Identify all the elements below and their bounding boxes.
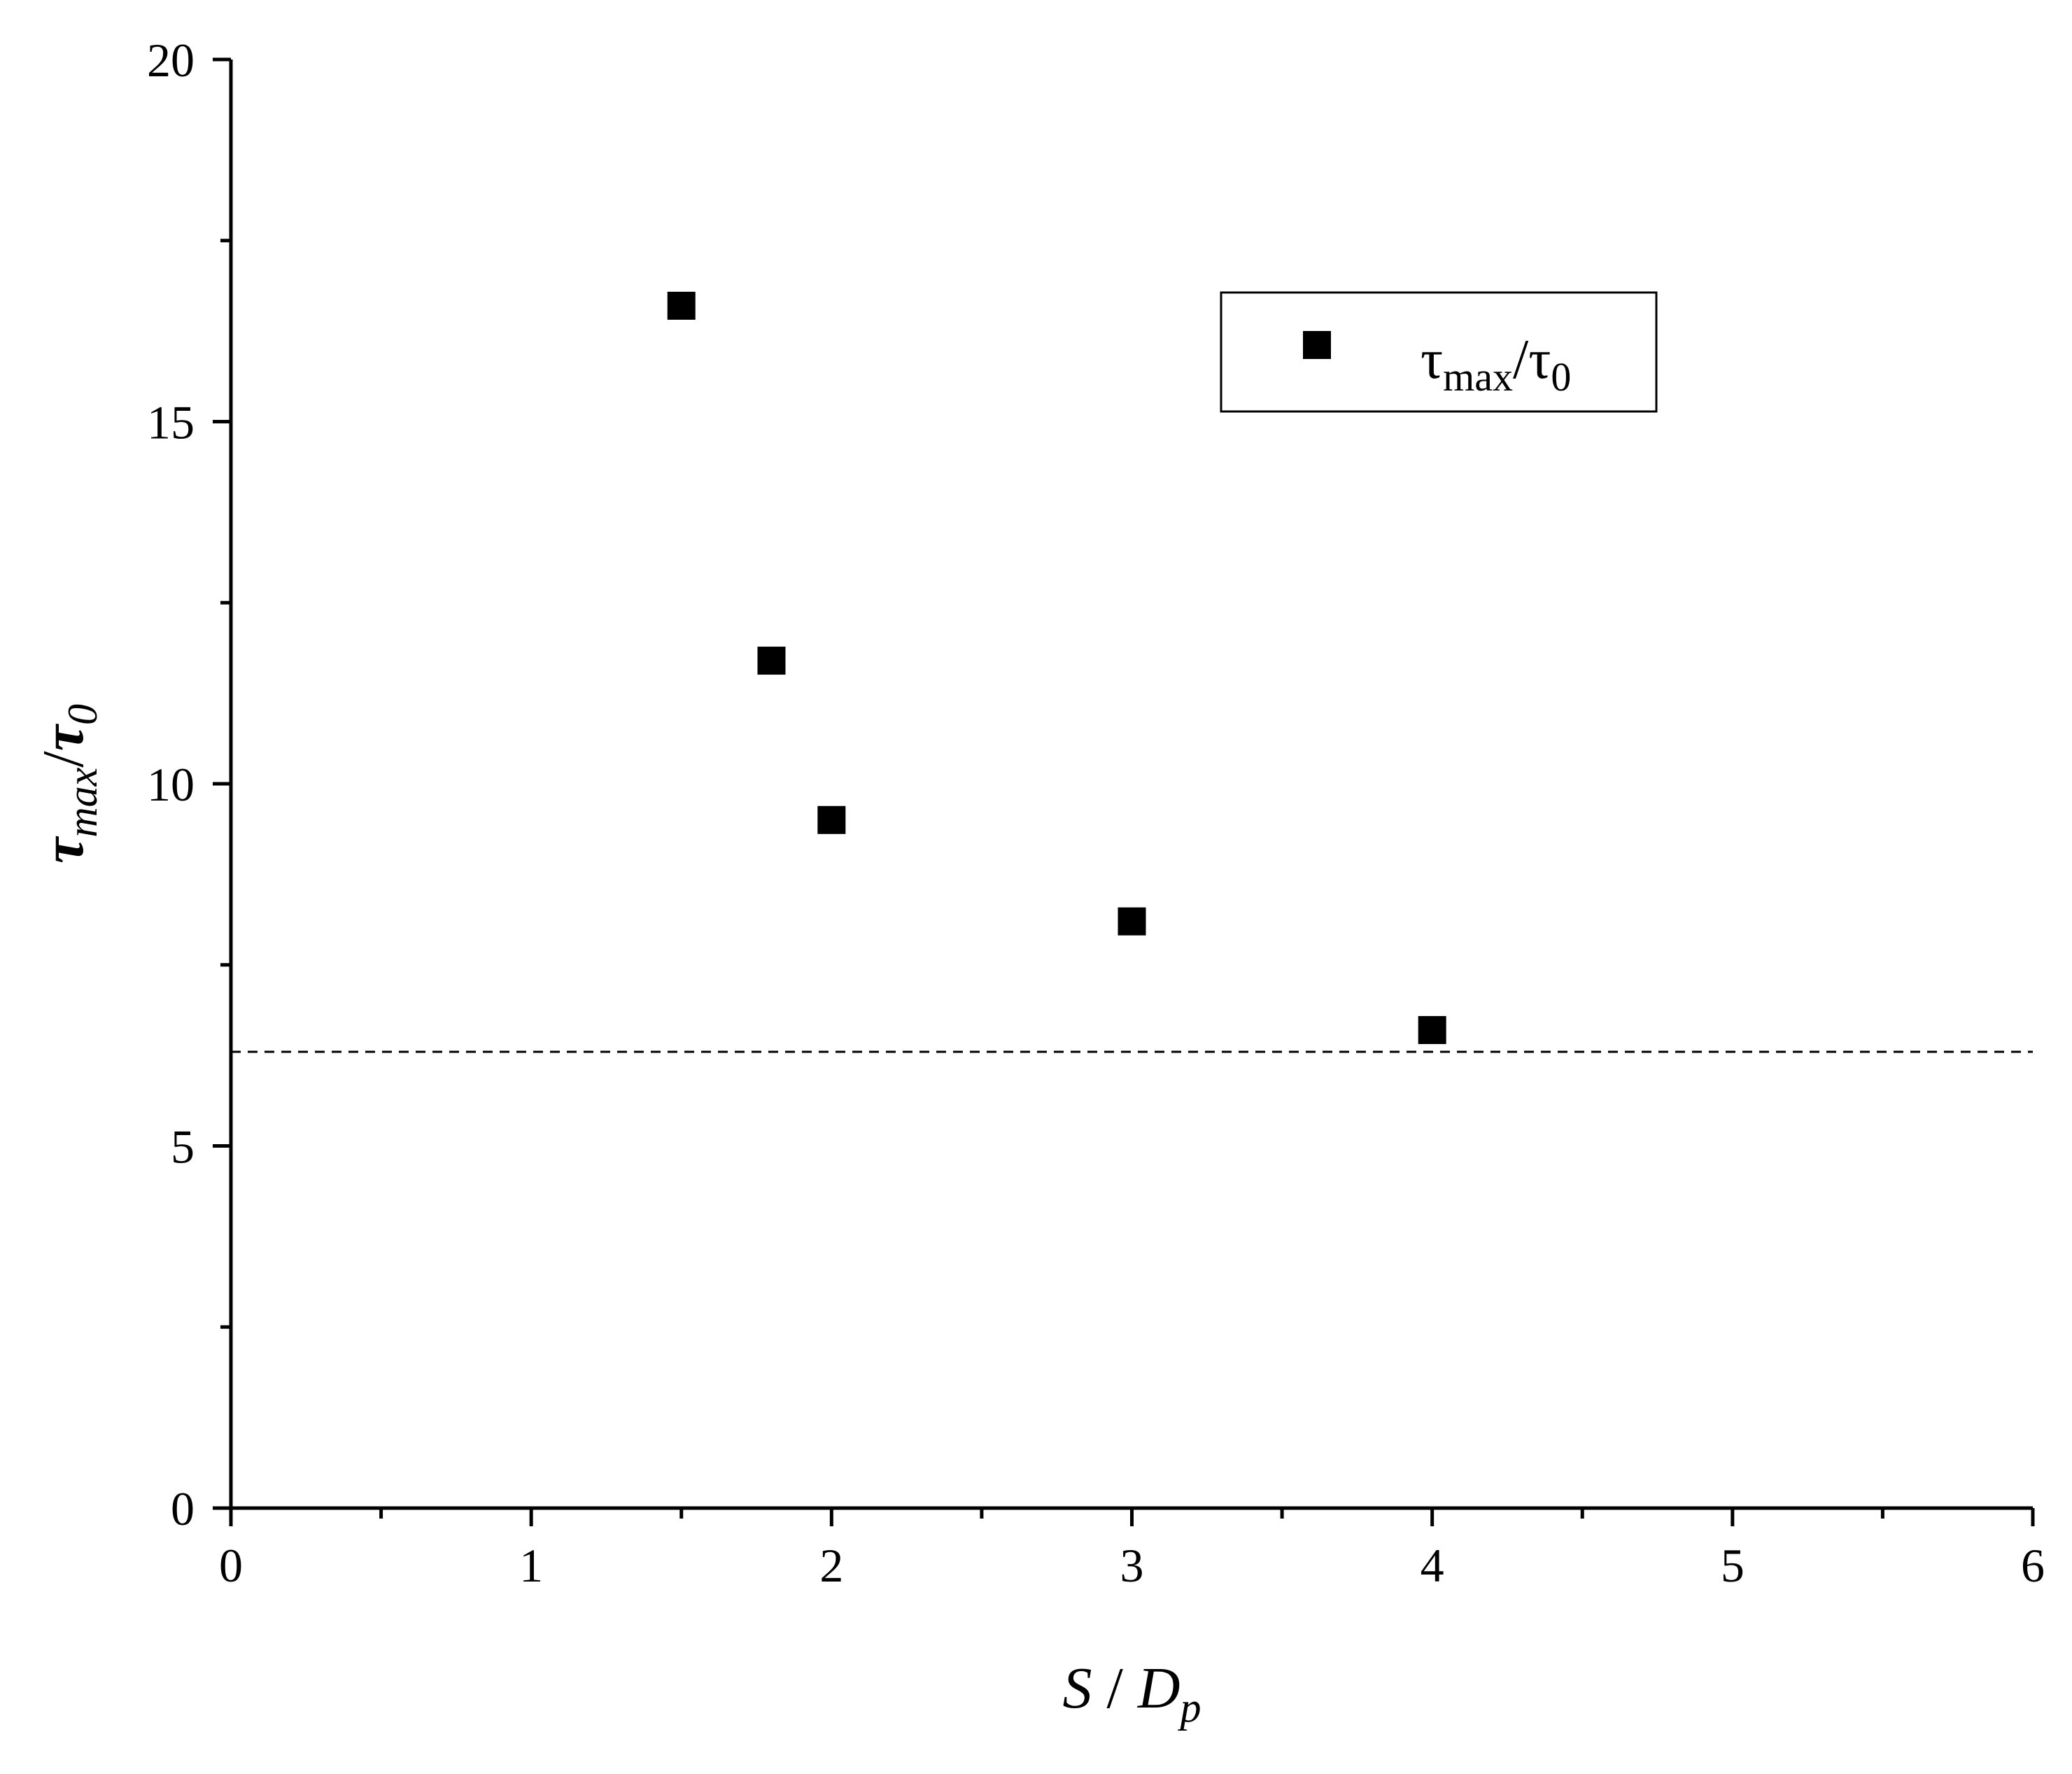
x-tick-label: 4: [1421, 1539, 1444, 1592]
legend-marker: [1303, 331, 1331, 359]
data-point: [1118, 907, 1146, 936]
legend-label: τmax/τ0: [1421, 329, 1571, 400]
y-tick-label: 0: [171, 1482, 195, 1535]
y-tick-label: 10: [147, 758, 195, 811]
y-tick-label: 15: [147, 396, 195, 449]
x-tick-label: 6: [2021, 1539, 2045, 1592]
y-tick-label: 20: [147, 34, 195, 87]
x-axis-title: S / Dp: [1062, 1656, 1201, 1731]
data-point: [757, 647, 786, 675]
x-tick-label: 2: [819, 1539, 843, 1592]
x-tick-label: 3: [1120, 1539, 1144, 1592]
y-axis-title: τmax/τ0: [31, 704, 106, 864]
x-tick-label: 1: [519, 1539, 543, 1592]
y-tick-label: 5: [171, 1120, 195, 1174]
data-point: [1418, 1015, 1446, 1044]
data-point: [667, 291, 696, 320]
legend-box: [1220, 291, 1658, 413]
x-tick-label: 5: [1721, 1539, 1745, 1592]
data-point: [817, 805, 846, 834]
x-tick-label: 0: [219, 1539, 243, 1592]
